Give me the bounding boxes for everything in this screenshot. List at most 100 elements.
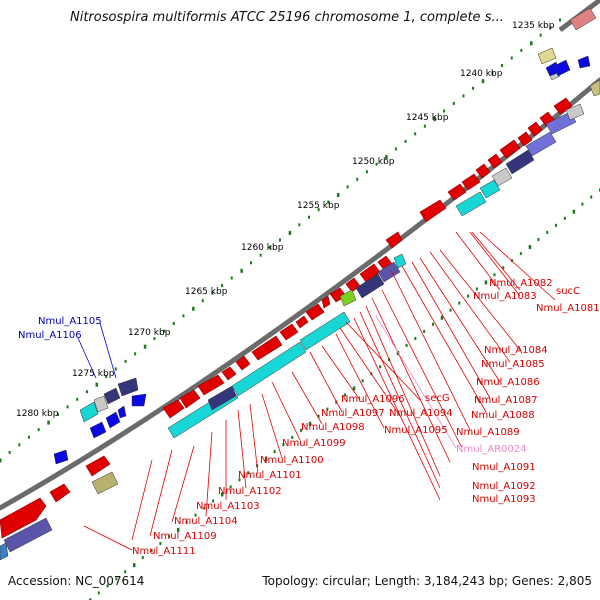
gene-arrow	[305, 303, 325, 321]
leader-line	[375, 315, 457, 449]
gene-block	[91, 471, 119, 495]
kbp-tick	[559, 18, 561, 22]
gene-arrow	[179, 389, 201, 409]
kbp-tick	[317, 208, 320, 212]
kbp-tick	[346, 185, 349, 189]
gene-arrow	[295, 315, 309, 329]
gene-block	[545, 111, 577, 135]
gene-cluster-1275	[53, 55, 591, 465]
gene-arrow	[321, 295, 331, 309]
kbp-tick	[85, 390, 88, 394]
gene-block	[355, 273, 385, 299]
kbp-tick	[194, 513, 197, 517]
leader-line	[371, 297, 451, 463]
kbp-tick	[431, 322, 434, 326]
leader-line	[237, 409, 247, 489]
gene-block	[231, 341, 307, 397]
gene-arrow	[0, 497, 47, 539]
kbp-tick	[153, 337, 156, 341]
kbp-label: 1235 kbp	[512, 21, 555, 31]
kbp-tick	[317, 414, 320, 418]
leader-line	[291, 371, 323, 425]
kbp-tick	[203, 506, 206, 510]
kbp-tick	[56, 412, 59, 416]
kbp-tick	[300, 428, 303, 432]
gene-label: Nmul_A1098	[301, 422, 365, 433]
gene-block	[89, 421, 107, 439]
gene-label: Nmul_A1105	[38, 316, 102, 327]
page-title: Nitrosospira multiformis ATCC 25196 chro…	[70, 10, 504, 25]
kbp-tick	[519, 252, 522, 256]
kbp-tick	[201, 299, 204, 303]
kbp-tick	[335, 400, 338, 404]
gene-label: Nmul_A1102	[218, 486, 282, 497]
kbp-tick	[47, 420, 50, 425]
gene-label: Nmul_A1082	[489, 278, 553, 289]
kbp-label: 1280 kbp	[16, 409, 59, 419]
kbp-tick	[462, 94, 465, 98]
kbp-tick	[114, 367, 117, 371]
kbp-tick	[344, 393, 346, 397]
leader-line	[429, 251, 511, 363]
leader-line	[381, 289, 463, 449]
kbp-tick	[247, 471, 250, 475]
leader-line	[455, 231, 501, 291]
kbp-tick	[520, 48, 523, 52]
leader-line	[205, 431, 213, 517]
kbp-tick	[452, 101, 455, 105]
kbp-tick	[365, 170, 368, 174]
leader-line	[365, 305, 441, 477]
kbp-tick	[288, 230, 292, 235]
kbp-tick	[414, 336, 417, 340]
gene-label: Nmul_A1099	[282, 438, 346, 449]
gene-block	[491, 167, 513, 187]
gene-label: Nmul_AR0024	[456, 444, 527, 455]
leader-line	[353, 317, 441, 501]
gene-label: Nmul_A1103	[196, 501, 260, 512]
kbp-tick	[168, 534, 171, 538]
leader-line	[401, 265, 487, 413]
kbp-tick	[172, 321, 175, 325]
kbp-tick	[279, 238, 281, 242]
gene-block	[577, 55, 591, 69]
kbp-tick	[230, 276, 233, 280]
gene-label: Nmul_A1092	[472, 481, 536, 492]
kbp-tick	[539, 33, 542, 37]
gene-block	[339, 289, 357, 307]
leader-line	[131, 459, 153, 541]
kbp-tick	[336, 192, 340, 197]
kbp-tick	[484, 280, 488, 285]
kbp-tick	[379, 365, 382, 369]
kbp-tick	[182, 314, 185, 318]
leader-line	[335, 333, 385, 429]
gene-label: Nmul_A1081	[536, 303, 600, 314]
kbp-tick	[264, 457, 268, 462]
kbp-tick	[240, 268, 243, 273]
gene-label: Nmul_A1085	[481, 359, 545, 370]
gene-block	[565, 103, 585, 121]
leader-line	[77, 337, 97, 379]
kbp-tick	[467, 294, 470, 298]
leader-line	[345, 321, 421, 401]
kbp-tick	[143, 344, 147, 349]
kbp-label: 1255 kbp	[297, 201, 340, 211]
kbp-tick	[221, 284, 224, 288]
gene-arrow	[553, 97, 573, 115]
gene-arrow	[527, 121, 543, 137]
kbp-tick	[269, 246, 272, 250]
genome-summary-text: Topology: circular; Length: 3,184,243 bp…	[262, 574, 592, 588]
kbp-label: 1250 kbp	[352, 157, 395, 167]
gene-arrow	[487, 153, 503, 169]
kbp-tick	[124, 359, 127, 363]
kbp-tick	[307, 215, 310, 219]
gene-arrow	[447, 183, 467, 201]
kbp-tick	[0, 458, 2, 463]
gene-arrow	[235, 355, 251, 371]
leader-line	[99, 322, 117, 379]
kbp-tick	[211, 291, 214, 295]
kbp-tick	[510, 56, 513, 60]
gene-label: Nmul_A1111	[132, 546, 196, 557]
kbp-tick	[449, 308, 452, 312]
gene-block	[53, 449, 69, 465]
